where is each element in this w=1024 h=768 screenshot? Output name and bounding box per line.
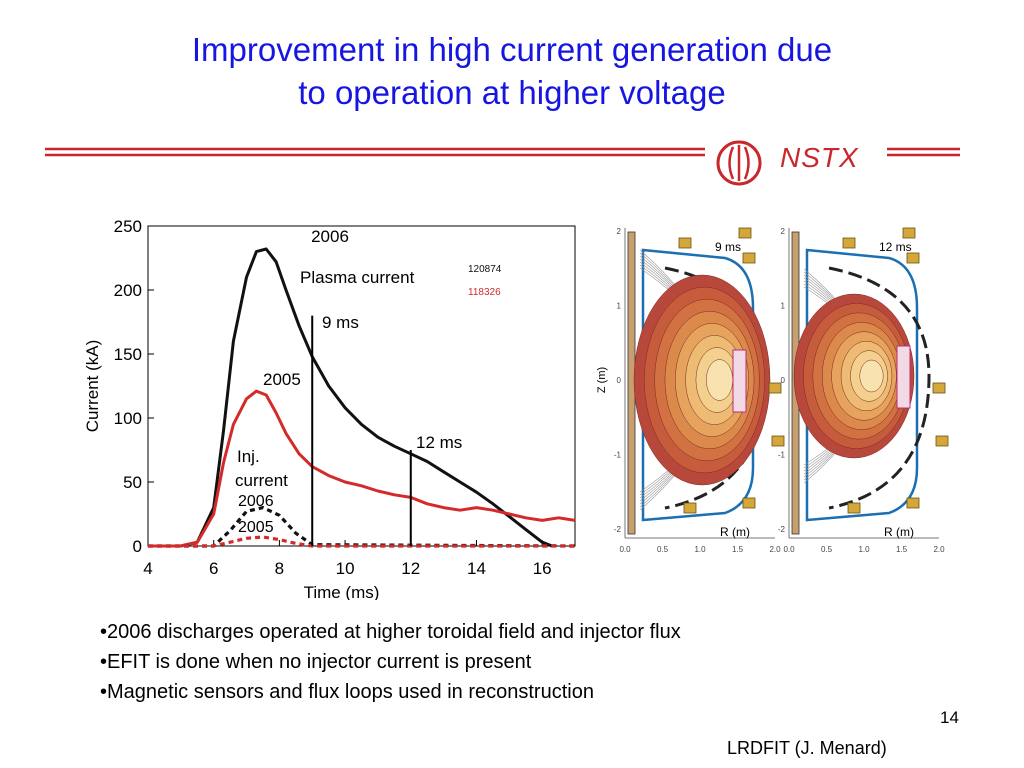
pf-coil <box>683 502 697 514</box>
panel-y-tick-label: 2 <box>617 227 622 236</box>
annotation-12ms: 12 ms <box>416 433 462 452</box>
pf-coil <box>768 382 782 394</box>
legend-entry-118326: 118326 <box>468 287 501 298</box>
bullet-item: •2006 discharges operated at higher toro… <box>100 621 681 643</box>
y-tick-label: 0 <box>133 537 142 556</box>
nstx-logo-icon <box>716 140 762 186</box>
y-tick-label: 100 <box>114 409 142 428</box>
x-tick-label: 16 <box>533 559 552 578</box>
rf-antenna <box>896 345 911 409</box>
flux-surface <box>859 359 884 393</box>
panel-x-tick-label: 0.5 <box>657 545 669 554</box>
panel-x-tick-label: 0.5 <box>821 545 833 554</box>
pf-coil <box>847 502 861 514</box>
panel-x-tick-label: 1.0 <box>694 545 706 554</box>
pf-coil <box>902 227 916 239</box>
panel-time-label: 12 ms <box>879 240 912 254</box>
rf-antenna <box>732 349 747 413</box>
header-divider <box>45 147 960 157</box>
x-tick-label: 6 <box>209 559 218 578</box>
panel-x-tick-label: 2.0 <box>769 545 781 554</box>
x-tick-label: 14 <box>467 559 486 578</box>
plot-frame <box>147 225 576 547</box>
annotation-9ms: 9 ms <box>322 313 359 332</box>
series-line-120874 <box>148 247 553 548</box>
pf-coil <box>935 435 949 447</box>
panel-time-label: 9 ms <box>715 240 741 254</box>
series-line-2005 <box>148 535 575 548</box>
credit-text: LRDFIT (J. Menard) <box>727 738 887 758</box>
title-line-2: to operation at higher voltage <box>298 74 726 111</box>
y-tick-label: 250 <box>114 217 142 236</box>
panel-x-tick-label: 0.0 <box>619 545 631 554</box>
panel-y-tick-label: 1 <box>617 302 622 311</box>
y-axis-label: Current (kA) <box>83 340 102 433</box>
page-number: 14 <box>940 708 959 727</box>
panel-x-tick-label: 2.0 <box>933 545 945 554</box>
panel-y-tick-label: 0 <box>617 376 622 385</box>
panel-y-tick-label: -1 <box>614 451 622 460</box>
pf-coil <box>678 237 692 249</box>
passive-plate <box>828 266 931 510</box>
y-tick-label: 150 <box>114 345 142 364</box>
pf-coil <box>742 497 756 509</box>
pf-coil <box>742 252 756 264</box>
panel-y-tick-label: -1 <box>778 451 786 460</box>
pf-coil <box>771 435 785 447</box>
annotation-2006: 2006 <box>311 227 349 246</box>
bullet-item: •EFIT is done when no injector current i… <box>100 651 532 673</box>
panel-x-label: R (m) <box>720 525 750 539</box>
pf-coil <box>932 382 946 394</box>
series-line-2006 <box>148 506 576 548</box>
bullet-item: •Magnetic sensors and flux loops used in… <box>100 681 594 703</box>
annotation-inj-2006: 2006 <box>238 493 274 510</box>
x-tick-label: 12 <box>401 559 420 578</box>
annotation-2005: 2005 <box>263 370 301 389</box>
title-line-1: Improvement in high current generation d… <box>191 31 833 68</box>
x-axis-label: Time (ms) <box>304 583 380 600</box>
nstx-logo-text: NSTX <box>780 142 859 173</box>
x-tick-label: 4 <box>143 559 152 578</box>
flux-surface <box>705 359 734 401</box>
panel-y-tick-label: -2 <box>778 525 786 534</box>
panel-x-label: R (m) <box>884 525 914 539</box>
equilibrium-panel-1: 9 ms R (m) Z (m) 0.0 0.5 1.0 1.5 2.0 2 1 0 -1 -2 <box>597 227 785 554</box>
panel-y-label: Z (m) <box>597 367 608 393</box>
annotation-plasma-current: Plasma current <box>300 268 415 287</box>
slide-title: Improvement in high current generation d… <box>0 28 1024 114</box>
vessel-wall <box>805 248 919 522</box>
bullet-list: •2006 discharges operated at higher toro… <box>100 617 681 707</box>
pf-coil <box>906 252 920 264</box>
panel-x-tick-label: 0.0 <box>783 545 795 554</box>
x-tick-label: 8 <box>275 559 284 578</box>
pf-coil <box>738 227 752 239</box>
annotation-current: current <box>235 471 288 490</box>
y-tick-label: 200 <box>114 281 142 300</box>
x-tick-label: 10 <box>336 559 355 578</box>
panel-x-tick-label: 1.5 <box>732 545 744 554</box>
annotation-inj-2005: 2005 <box>238 519 274 536</box>
panel-y-tick-label: 2 <box>781 227 786 236</box>
current-vs-time-chart: 0 50 100 150 200 250 4 6 8 10 12 14 16 Time (ms) Curre… <box>83 217 576 600</box>
pf-coil <box>842 237 856 249</box>
panel-x-tick-label: 1.0 <box>858 545 870 554</box>
legend-entry-120874: 120874 <box>468 264 502 275</box>
panel-x-tick-label: 1.5 <box>896 545 908 554</box>
equilibrium-panel-2: 12 ms R (m) 0.0 0.5 1.0 1.5 2.0 2 1 0 -1 -2 <box>778 227 949 554</box>
series-line-118326 <box>148 389 576 548</box>
panel-y-tick-label: 1 <box>781 302 786 311</box>
panel-y-tick-label: -2 <box>614 525 622 534</box>
annotation-inj: Inj. <box>237 447 260 466</box>
y-tick-label: 50 <box>123 473 142 492</box>
panel-y-tick-label: 0 <box>781 376 786 385</box>
pf-coil <box>906 497 920 509</box>
